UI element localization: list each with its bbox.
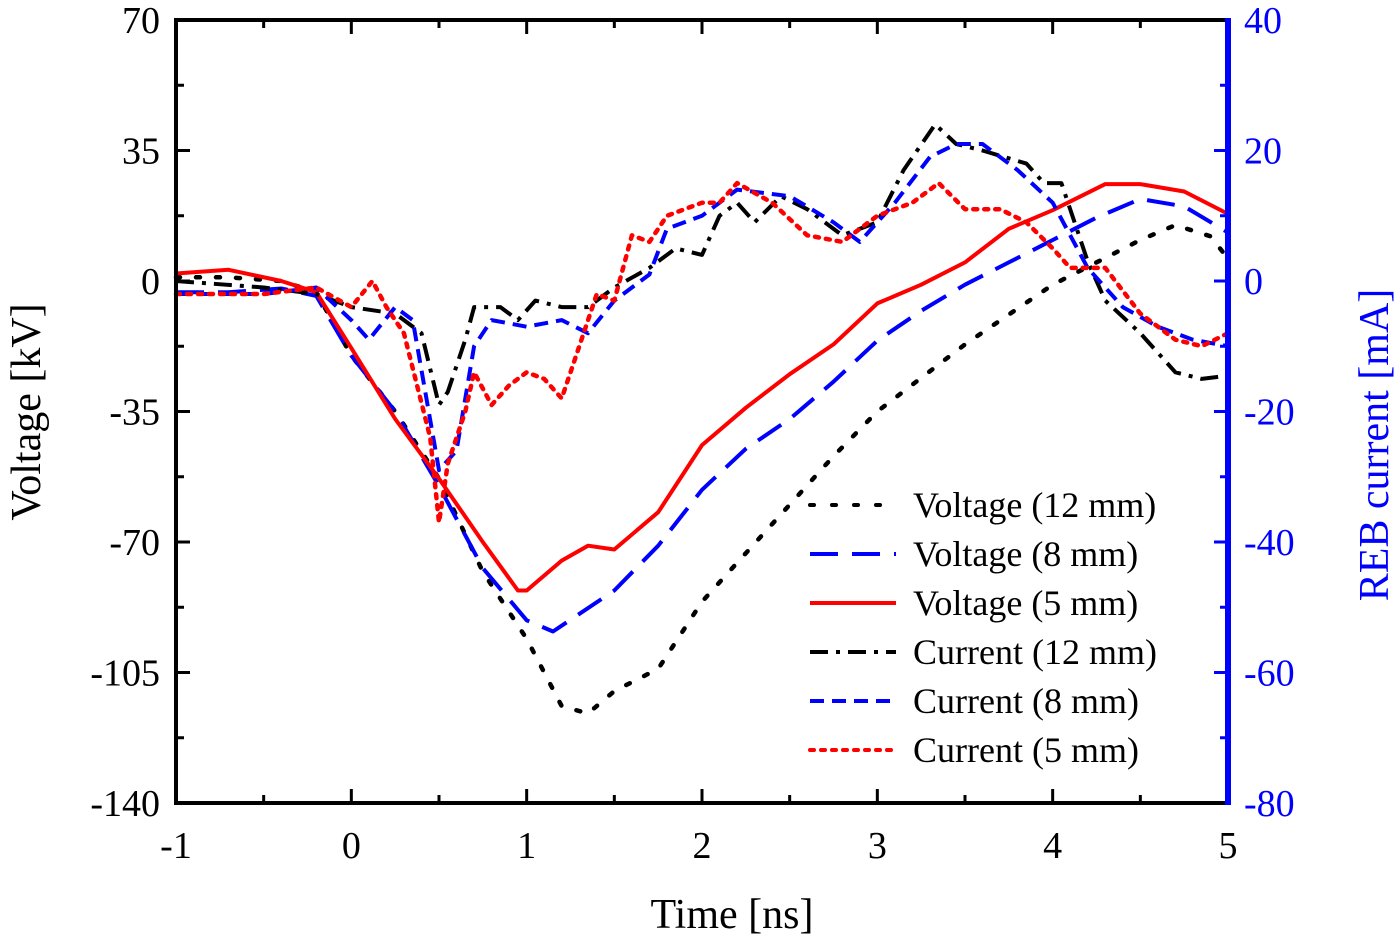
x-tick-label: 2 — [693, 825, 712, 867]
y-right-tick-label: -60 — [1244, 653, 1295, 695]
legend-label: Voltage (8 mm) — [913, 534, 1138, 574]
y-right-tick-label: 20 — [1244, 131, 1282, 173]
series-line-2 — [175, 182, 1229, 593]
y-left-tick-label: 0 — [141, 261, 160, 303]
y-right-tick-label: 40 — [1244, 0, 1282, 42]
series-layer — [173, 122, 1231, 716]
legend: Voltage (12 mm) Voltage (8 mm) Voltage (5 … — [808, 485, 1157, 770]
series-line-3 — [175, 122, 1229, 407]
x-tick-label: 5 — [1219, 825, 1238, 867]
legend-label: Voltage (5 mm) — [913, 583, 1138, 623]
y-left-tick-label: -140 — [90, 783, 160, 825]
x-tick-label: 3 — [868, 825, 887, 867]
series-line-4 — [176, 142, 1229, 473]
x-tick-label: 0 — [342, 825, 361, 867]
legend-label: Current (5 mm) — [913, 730, 1139, 770]
x-axis-label: Time [ns] — [651, 892, 814, 938]
y-left-tick-label: 70 — [122, 0, 160, 42]
legend-label: Current (12 mm) — [913, 632, 1157, 672]
x-tick-label: 4 — [1043, 825, 1062, 867]
y-right-tick-label: -20 — [1244, 392, 1295, 434]
y-left-tick-label: -70 — [109, 522, 160, 564]
x-tick-label: 1 — [517, 825, 536, 867]
y-axis-label-right: REB current [mA] — [1352, 289, 1398, 602]
y-left-tick-label: 35 — [122, 131, 160, 173]
series-line-1 — [176, 197, 1230, 634]
x-tick-label: -1 — [160, 825, 192, 867]
y-axis-label-left: Voltage [kV] — [4, 303, 50, 520]
ticks-layer: -1 0 1 2 3 4 5 70 35 0 -35 -70 -105 -140 40 20 0 -20 -40 -6… — [90, 0, 1294, 867]
y-right-tick-label: -40 — [1244, 522, 1295, 564]
series-line-5 — [173, 180, 1231, 525]
legend-label: Current (8 mm) — [913, 681, 1139, 721]
y-right-tick-label: 0 — [1244, 261, 1263, 303]
legend-label: Voltage (12 mm) — [913, 485, 1156, 525]
y-right-tick-label: -80 — [1244, 783, 1295, 825]
y-left-tick-label: -105 — [90, 653, 160, 695]
y-left-tick-label: -35 — [109, 392, 160, 434]
